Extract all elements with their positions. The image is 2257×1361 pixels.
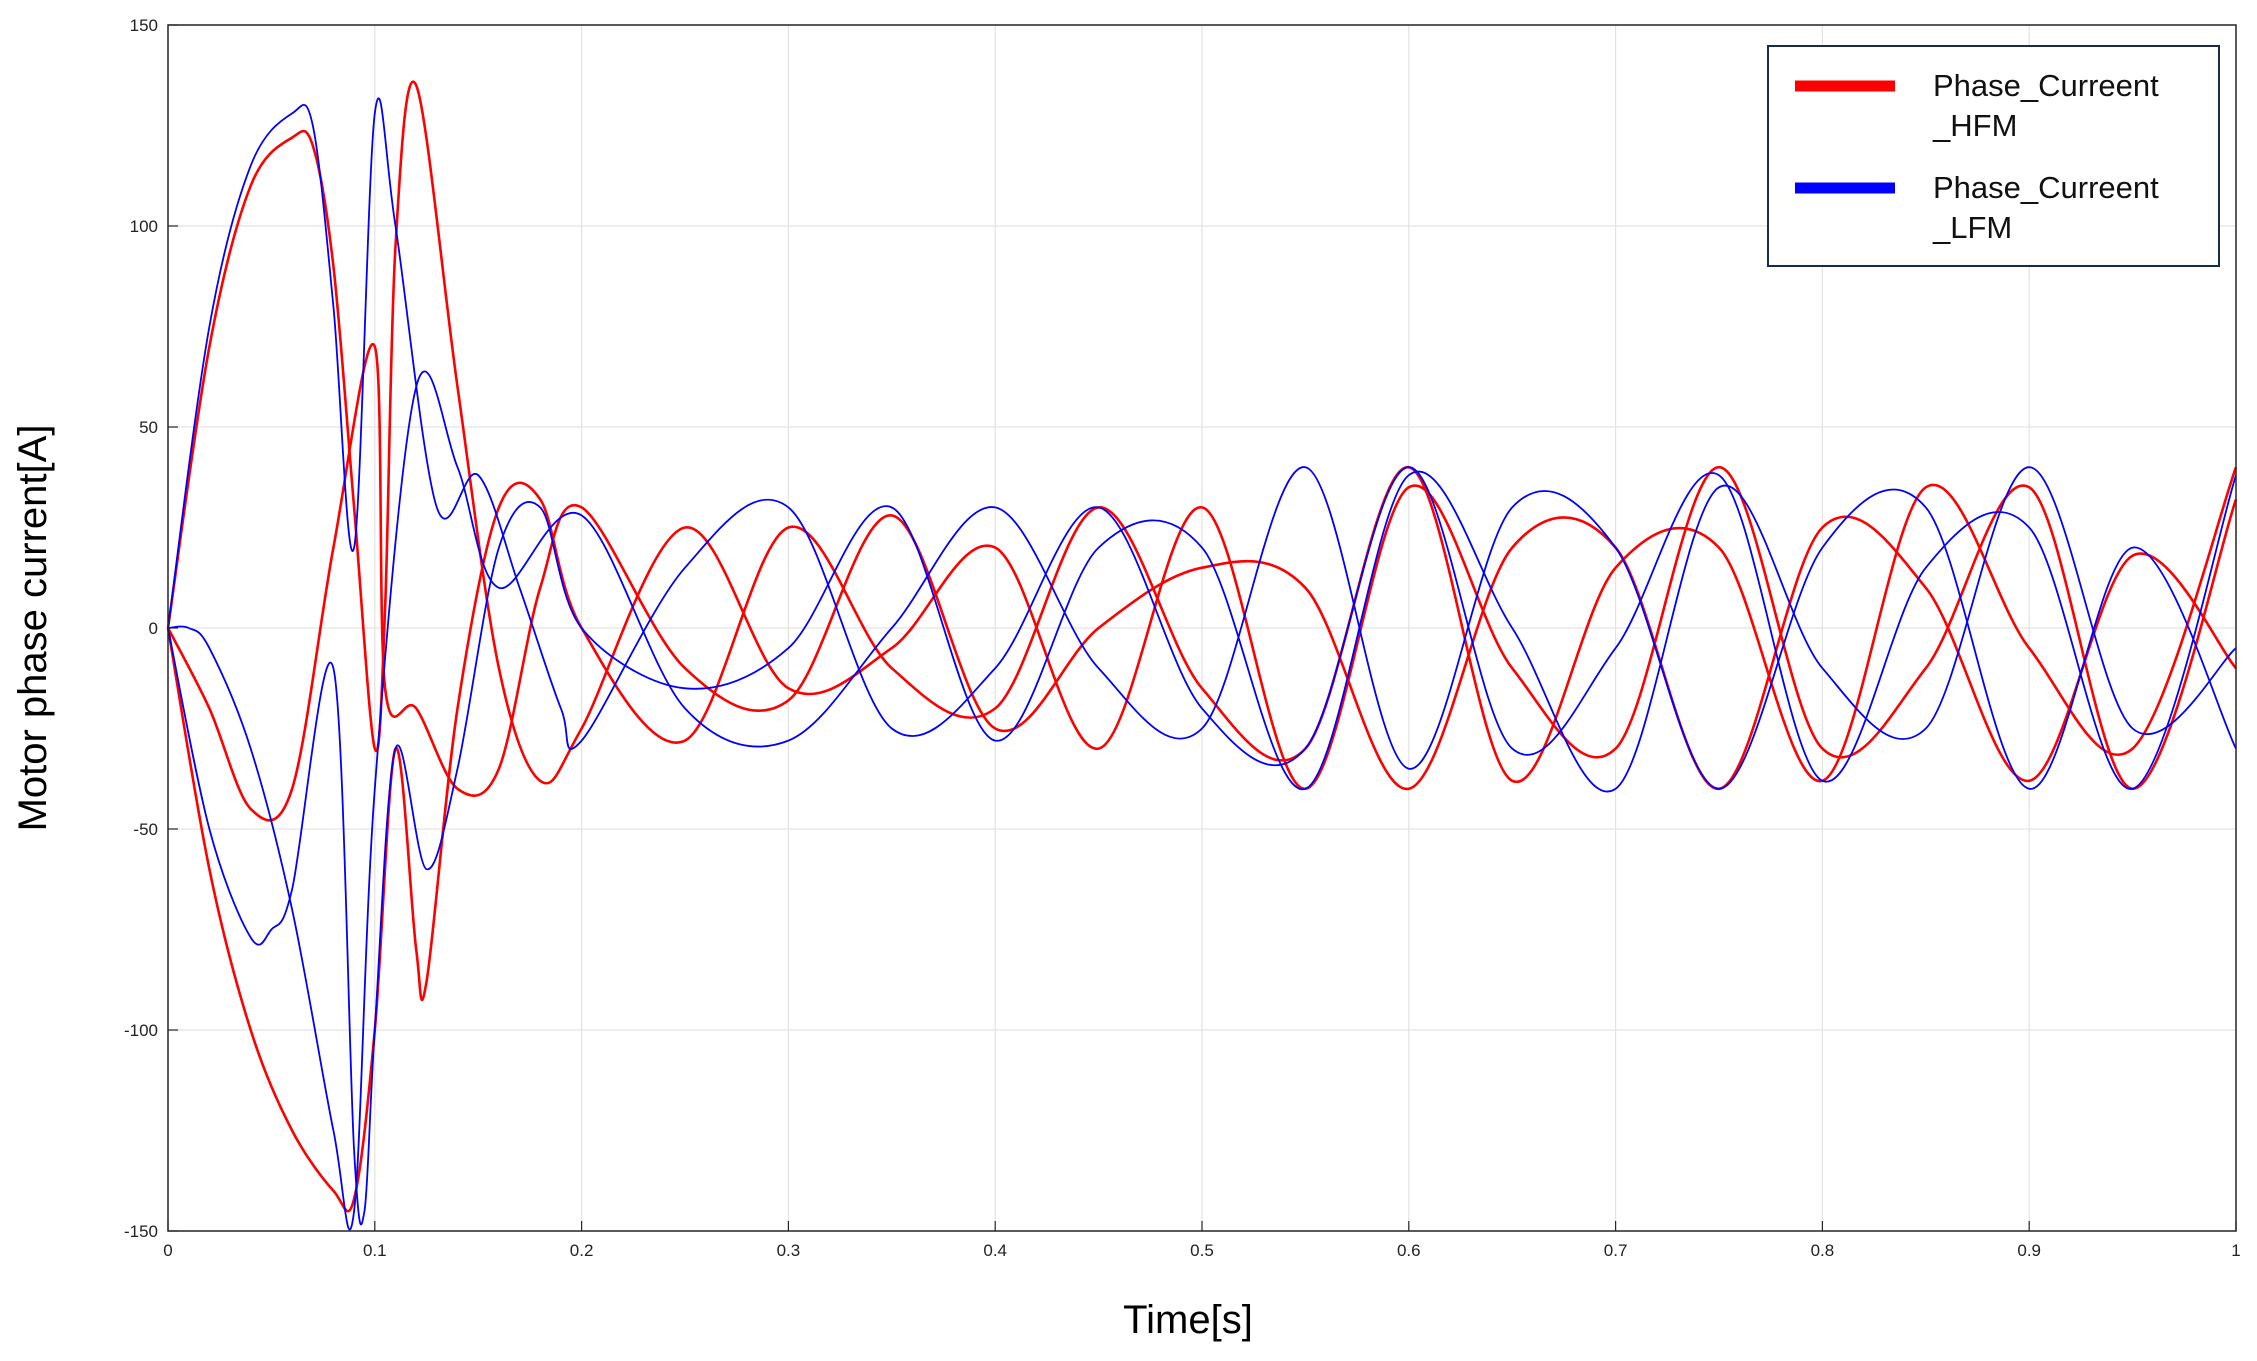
series-line <box>166 465 2238 1213</box>
legend-label-line: _HFM <box>1932 108 2017 143</box>
x-tick-label: 0.6 <box>1397 1241 1421 1260</box>
series-line <box>166 342 2237 822</box>
series-layer <box>166 80 2238 1231</box>
series-line <box>167 97 2237 790</box>
series-lfm <box>167 97 2237 1231</box>
y-tick-label: 50 <box>139 418 158 437</box>
x-tick-label: 0 <box>163 1241 172 1260</box>
y-tick-label: -100 <box>124 1021 158 1040</box>
y-axis-title: Motor phase current[A] <box>11 425 55 832</box>
x-tick-label: 0.7 <box>1604 1241 1628 1260</box>
x-axis: 0 0.1 0.2 0.3 0.4 0.5 0.6 0.7 0.8 0.9 1 <box>163 1221 2241 1260</box>
x-tick-label: 0.1 <box>363 1241 387 1260</box>
legend: Phase_Curreent _HFM Phase_Curreent _LFM <box>1767 45 2220 267</box>
legend-label: Phase_Curreent _HFM <box>1932 68 2159 143</box>
x-tick-label: 0.4 <box>983 1241 1007 1260</box>
y-axis: -150 -100 -50 0 50 100 150 <box>124 16 178 1241</box>
x-tick-label: 0.2 <box>570 1241 594 1260</box>
x-tick-label: 0.3 <box>777 1241 801 1260</box>
y-tick-label: 0 <box>149 619 158 638</box>
y-tick-label: -50 <box>133 820 158 839</box>
x-tick-label: 0.8 <box>1811 1241 1835 1260</box>
series-line <box>167 370 2237 1231</box>
y-tick-label: 100 <box>130 217 158 236</box>
y-tick-label: 150 <box>130 16 158 35</box>
x-tick-label: 0.9 <box>2017 1241 2041 1260</box>
x-axis-title: Time[s] <box>1123 1298 1253 1342</box>
series-line <box>167 466 2237 1226</box>
legend-label: Phase_Curreent _LFM <box>1932 170 2159 245</box>
x-tick-label: 0.5 <box>1190 1241 1214 1260</box>
legend-label-line: Phase_Curreent <box>1933 68 2159 103</box>
legend-label-line: _LFM <box>1932 210 2012 245</box>
x-tick-label: 1 <box>2231 1241 2240 1260</box>
legend-label-line: Phase_Curreent <box>1933 170 2159 205</box>
series-hfm <box>166 80 2238 1213</box>
y-tick-label: -150 <box>124 1222 158 1241</box>
